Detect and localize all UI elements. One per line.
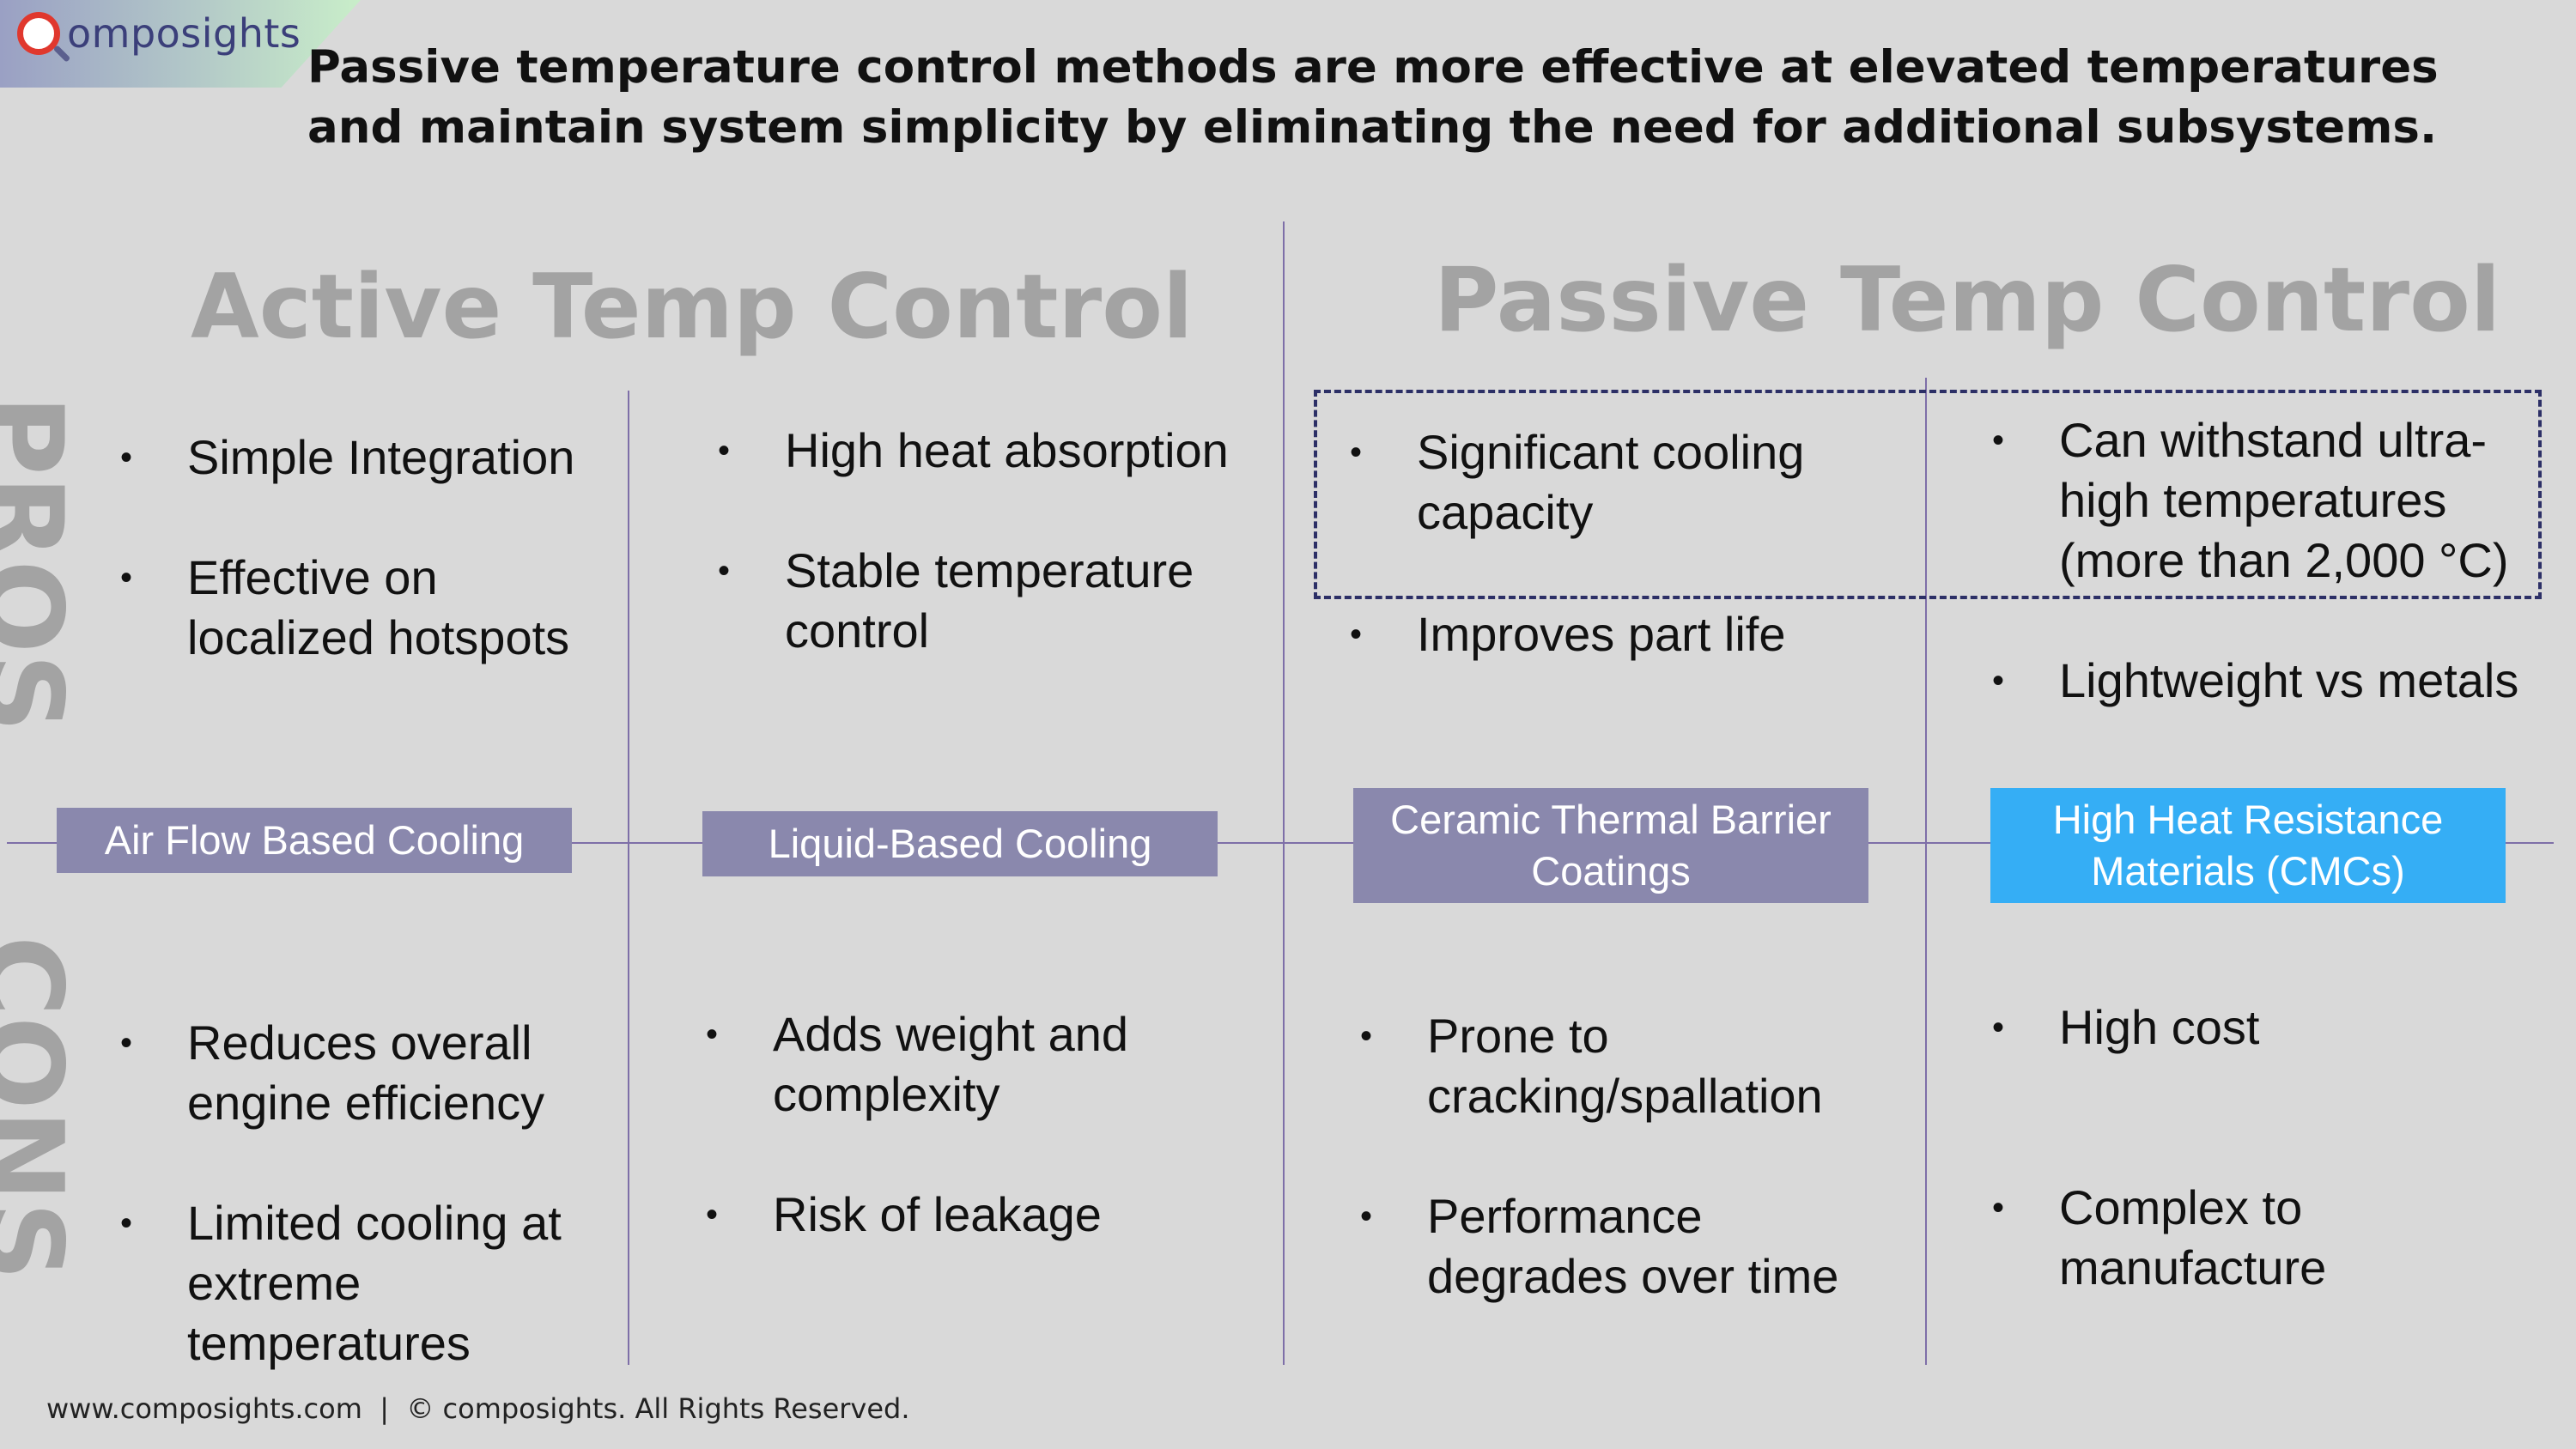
cons-list-air-flow: Reduces overall engine efficiency Limite… — [120, 1013, 618, 1373]
list-item: Prone to cracking/spallation — [1360, 1006, 1893, 1126]
pros-list-cmc: Can withstand ultra-high temperatures (m… — [1992, 410, 2559, 711]
headline: Passive temperature control methods are … — [307, 41, 2439, 154]
category-ceramic-tbc: Ceramic Thermal Barrier Coatings — [1353, 788, 1868, 903]
list-item: High heat absorption — [718, 421, 1267, 481]
list-item: Significant cooling capacity — [1350, 422, 1848, 543]
divider-line-center — [1283, 221, 1285, 1365]
list-item: Improves part life — [1350, 604, 1848, 664]
list-item: Lightweight vs metals — [1992, 651, 2559, 711]
list-item: Effective on localized hotspots — [120, 548, 618, 668]
cons-list-cmc: High cost Complex to manufacture — [1992, 997, 2524, 1298]
divider-line-1 — [628, 391, 629, 1365]
category-cmc-materials: High Heat Resistance Materials (CMCs) — [1990, 788, 2506, 903]
pros-list-air-flow: Simple Integration Effective on localize… — [120, 427, 618, 668]
cons-list-liquid: Adds weight and complexity Risk of leaka… — [706, 1004, 1255, 1245]
active-section-title: Active Temp Control — [191, 256, 1194, 359]
footer-text: www.composights.com | © composights. All… — [46, 1392, 910, 1425]
list-item: Adds weight and complexity — [706, 1004, 1255, 1125]
divider-line-3 — [1925, 378, 1927, 1365]
pros-side-label: PROS — [0, 395, 86, 733]
list-item: Risk of leakage — [706, 1185, 1255, 1245]
logo-text: omposights — [67, 10, 301, 57]
list-item: Simple Integration — [120, 427, 618, 488]
magnifier-logo-icon — [17, 12, 60, 55]
list-item: High cost — [1992, 997, 2524, 1058]
category-liquid-based-cooling: Liquid-Based Cooling — [702, 811, 1218, 876]
cons-side-label: CONS — [0, 936, 86, 1282]
horizontal-axis-line — [7, 842, 2554, 844]
list-item: Complex to manufacture — [1992, 1178, 2524, 1298]
pros-list-ceramic: Significant cooling capacity Improves pa… — [1350, 422, 1848, 664]
pros-list-liquid: High heat absorption Stable temperature … — [718, 421, 1267, 661]
list-item: Performance degrades over time — [1360, 1186, 1893, 1307]
passive-section-title: Passive Temp Control — [1434, 249, 2501, 352]
list-item: Can withstand ultra-high temperatures (m… — [1992, 410, 2559, 591]
category-air-flow-cooling: Air Flow Based Cooling — [57, 808, 572, 873]
list-item: Stable temperature control — [718, 541, 1267, 661]
list-item: Reduces overall engine efficiency — [120, 1013, 618, 1133]
list-item: Limited cooling at extreme temperatures — [120, 1193, 618, 1373]
cons-list-ceramic: Prone to cracking/spallation Performance… — [1360, 1006, 1893, 1307]
